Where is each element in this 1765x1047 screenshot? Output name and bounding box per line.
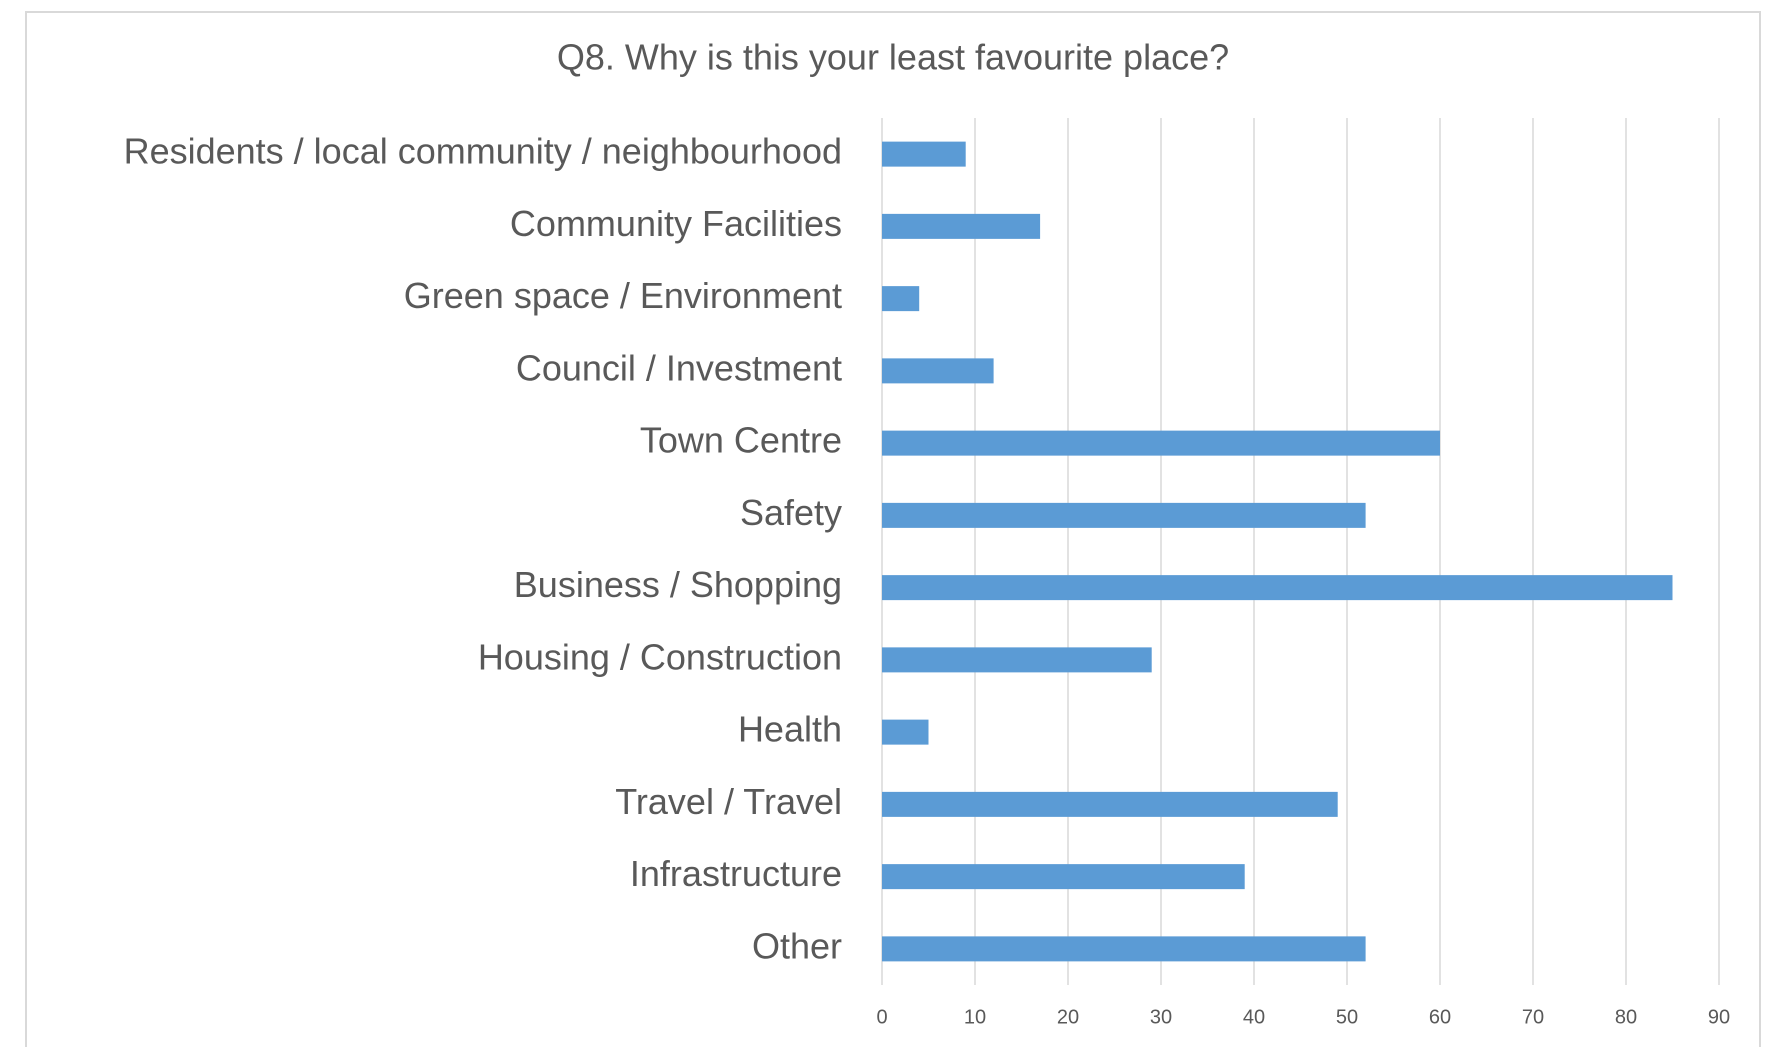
- y-tick-label: Residents / local community / neighbourh…: [124, 131, 842, 172]
- bar: [882, 647, 1152, 673]
- y-tick-label: Health: [738, 709, 842, 750]
- bar: [882, 791, 1338, 817]
- y-tick-label: Town Centre: [640, 420, 842, 461]
- bar: [882, 430, 1440, 456]
- y-tick-label: Green space / Environment: [404, 275, 842, 316]
- bar: [882, 575, 1673, 601]
- x-tick-label: 80: [1615, 1006, 1637, 1028]
- bar: [882, 864, 1245, 890]
- x-tick-label: 20: [1057, 1006, 1079, 1028]
- x-tick-label: 50: [1336, 1006, 1358, 1028]
- y-tick-label: Community Facilities: [510, 203, 842, 244]
- x-tick-label: 90: [1708, 1006, 1730, 1028]
- bar: [882, 141, 966, 167]
- x-tick-label: 40: [1243, 1006, 1265, 1028]
- y-tick-label: Council / Investment: [516, 347, 842, 388]
- bar: [882, 358, 994, 384]
- x-tick-label: 30: [1150, 1006, 1172, 1028]
- x-tick-label: 0: [876, 1006, 887, 1028]
- x-tick-label: 10: [964, 1006, 986, 1028]
- chart-title: Q8. Why is this your least favourite pla…: [557, 37, 1229, 78]
- y-tick-label: Housing / Construction: [478, 636, 842, 677]
- y-tick-label: Infrastructure: [630, 853, 842, 894]
- y-tick-label: Other: [752, 925, 842, 966]
- bar: [882, 936, 1366, 962]
- y-tick-label: Safety: [740, 492, 842, 533]
- bar: [882, 502, 1366, 528]
- bar: [882, 213, 1041, 239]
- y-tick-label: Business / Shopping: [514, 564, 842, 605]
- x-tick-label: 70: [1522, 1006, 1544, 1028]
- bar: [882, 719, 929, 745]
- y-tick-label: Travel / Travel: [615, 781, 842, 822]
- x-tick-label: 60: [1429, 1006, 1451, 1028]
- bar: [882, 286, 920, 312]
